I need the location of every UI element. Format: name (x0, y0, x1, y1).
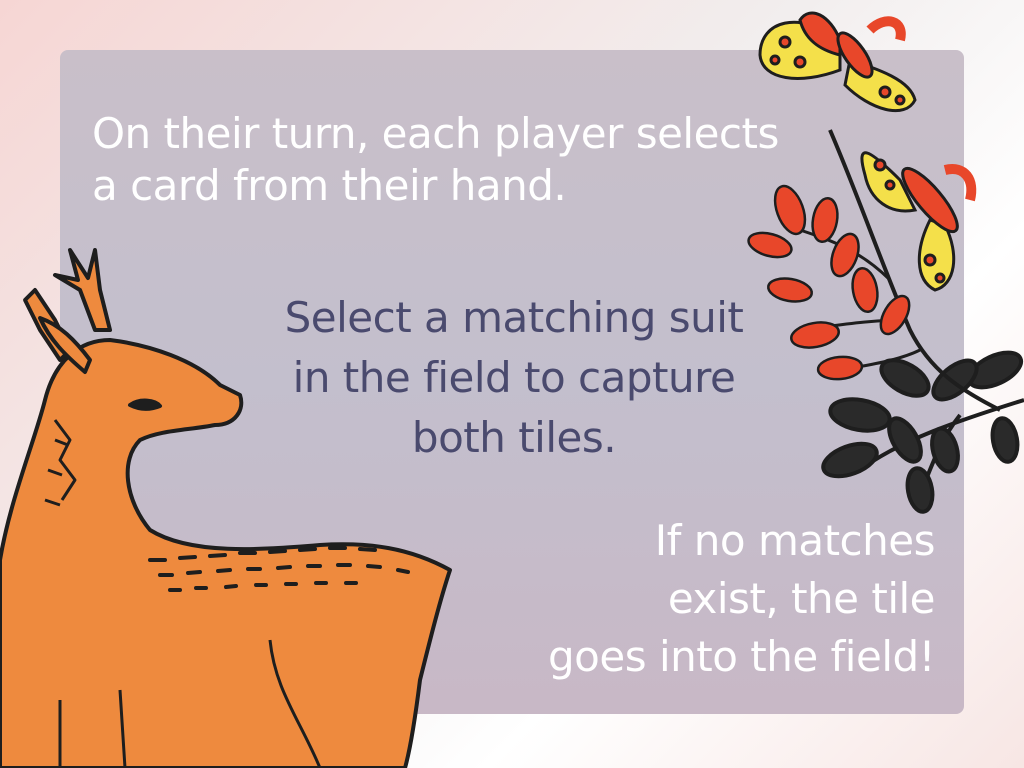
deer-illustration (0, 248, 452, 768)
tutorial-step-1-text: On their turn, each player selects a car… (92, 109, 779, 210)
tutorial-step-3-text: If no matches exist, the tile goes into … (548, 516, 935, 681)
moth-illustration-2 (860, 151, 977, 292)
moth-illustration (758, 11, 917, 113)
berry-branch-illustration (747, 129, 1001, 412)
leaf-branch-illustration (821, 350, 1024, 514)
tutorial-step-2-text: Select a matching suit in the field to c… (284, 293, 744, 462)
